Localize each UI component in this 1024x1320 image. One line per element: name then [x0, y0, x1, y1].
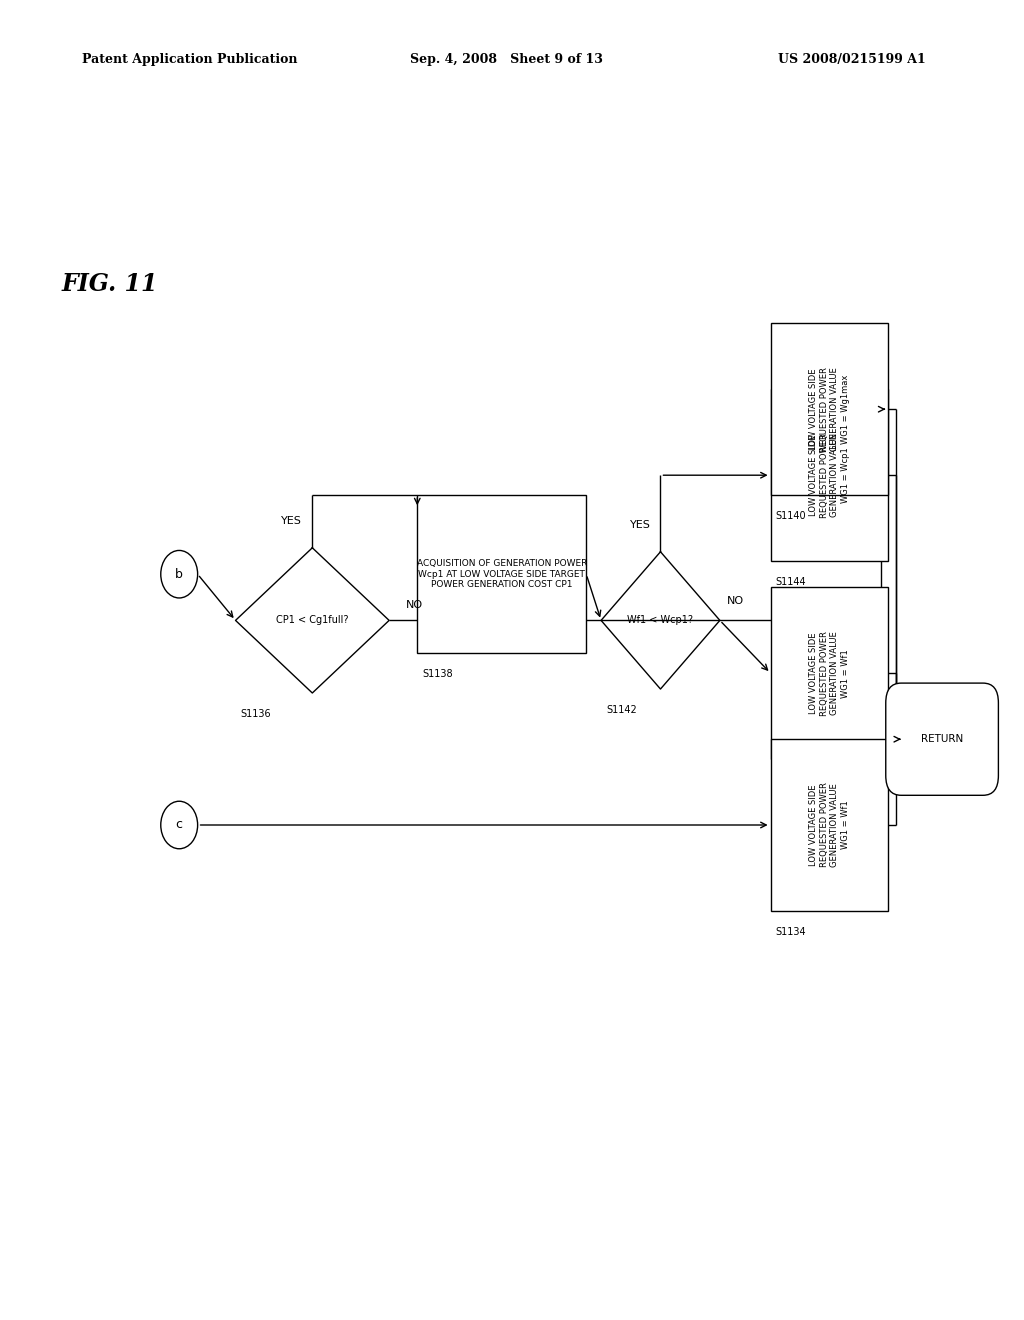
Text: Sep. 4, 2008   Sheet 9 of 13: Sep. 4, 2008 Sheet 9 of 13: [410, 53, 602, 66]
Text: b: b: [175, 568, 183, 581]
Text: c: c: [176, 818, 182, 832]
Text: YES: YES: [282, 516, 302, 527]
Text: NO: NO: [407, 599, 423, 610]
Text: LOW VOLTAGE SIDE
REQUESTED POWER
GENERATION VALUE
WG1 = Wf1: LOW VOLTAGE SIDE REQUESTED POWER GENERAT…: [809, 631, 850, 715]
Bar: [771, 389, 889, 561]
Text: S1142: S1142: [606, 705, 637, 715]
FancyBboxPatch shape: [886, 684, 998, 795]
Text: S1144: S1144: [776, 577, 806, 587]
Bar: [771, 587, 889, 759]
Text: LOW VOLTAGE SIDE
REQUESTED POWER
GENERATION VALUE
WG1 = Wcp1: LOW VOLTAGE SIDE REQUESTED POWER GENERAT…: [809, 433, 850, 517]
Text: YES: YES: [630, 520, 650, 531]
Text: RETURN: RETURN: [921, 734, 964, 744]
Text: S1134: S1134: [776, 927, 806, 937]
Text: LOW VOLTAGE SIDE
REQUESTED POWER
GENERATION VALUE
WG1 = Wg1max: LOW VOLTAGE SIDE REQUESTED POWER GENERAT…: [809, 367, 850, 451]
Text: S1140: S1140: [776, 511, 806, 521]
Text: S1138: S1138: [422, 669, 453, 680]
Text: ACQUISITION OF GENERATION POWER
Wcp1 AT LOW VOLTAGE SIDE TARGET
POWER GENERATION: ACQUISITION OF GENERATION POWER Wcp1 AT …: [417, 560, 587, 589]
Bar: [771, 739, 889, 911]
Text: US 2008/0215199 A1: US 2008/0215199 A1: [778, 53, 926, 66]
Text: Patent Application Publication: Patent Application Publication: [82, 53, 297, 66]
Text: NO: NO: [727, 595, 743, 606]
Bar: [771, 323, 889, 495]
Text: CP1 < Cg1full?: CP1 < Cg1full?: [276, 615, 348, 626]
Text: Wf1 < Wcp1?: Wf1 < Wcp1?: [628, 615, 693, 626]
Text: S1136: S1136: [241, 709, 271, 719]
Bar: [418, 495, 586, 653]
Text: S1146: S1146: [776, 775, 806, 785]
Text: LOW VOLTAGE SIDE
REQUESTED POWER
GENERATION VALUE
WG1 = Wf1: LOW VOLTAGE SIDE REQUESTED POWER GENERAT…: [809, 783, 850, 867]
Text: FIG. 11: FIG. 11: [61, 272, 158, 296]
